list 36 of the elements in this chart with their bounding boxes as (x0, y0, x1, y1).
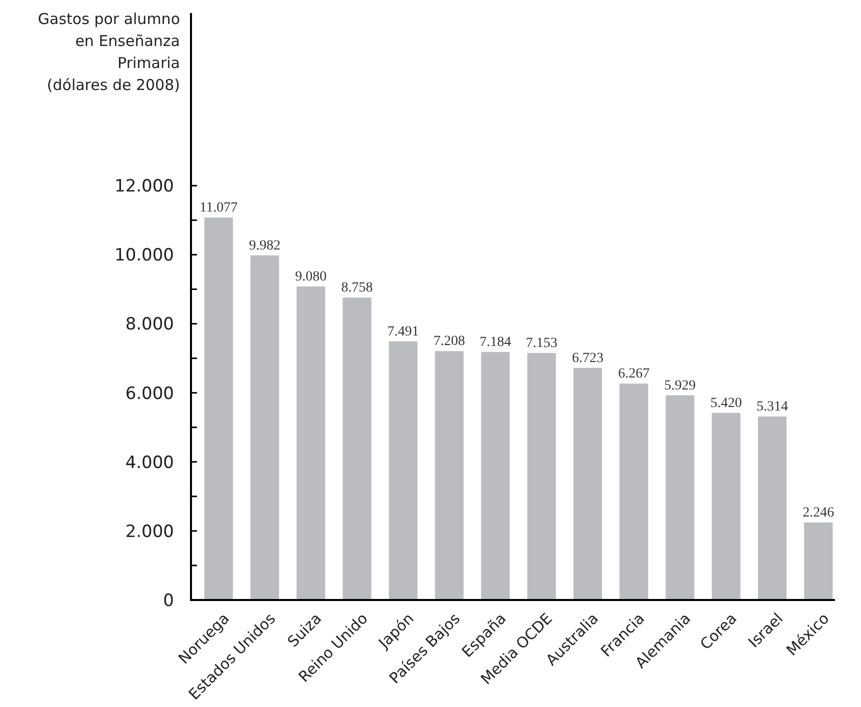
y-tick-label: 8.000 (125, 314, 174, 335)
y-tick-label: 6.000 (125, 384, 174, 404)
y-axis-title: Gastos por alumno en Enseñanza Primaria (dólares de 2008) (38, 10, 180, 94)
bar (758, 416, 787, 600)
bar (573, 368, 602, 600)
data-label: 2.246 (802, 505, 834, 520)
bar (481, 352, 510, 600)
bar (342, 298, 372, 600)
data-label: 7.491 (387, 324, 419, 340)
bar (804, 522, 833, 600)
bar (296, 286, 326, 600)
data-label: 5.420 (710, 396, 742, 411)
data-label: 9.080 (295, 269, 327, 284)
y-tick-label: 4.000 (125, 452, 174, 473)
data-label: 6.267 (618, 366, 650, 382)
data-label: 7.153 (526, 336, 558, 352)
bar (666, 395, 694, 600)
bar (250, 255, 280, 600)
data-label: 5.929 (664, 378, 696, 394)
data-label: 8.758 (341, 280, 373, 296)
data-label: 9.982 (248, 238, 280, 254)
data-label: 11.077 (200, 200, 238, 216)
data-label: 5.314 (756, 400, 788, 415)
y-tick-label: 10.000 (114, 246, 174, 266)
data-label: 7.184 (480, 334, 512, 350)
data-label: 6.723 (572, 350, 604, 366)
y-tick-label: 2.000 (125, 522, 174, 542)
bar (388, 341, 418, 600)
bar (620, 384, 648, 600)
data-label: 7.208 (434, 334, 466, 350)
bar (712, 412, 740, 600)
y-tick-label: 12.000 (114, 176, 174, 197)
bar (204, 218, 233, 600)
bar (527, 353, 556, 600)
y-tick-label: 0 (163, 590, 174, 611)
bar (434, 351, 464, 600)
